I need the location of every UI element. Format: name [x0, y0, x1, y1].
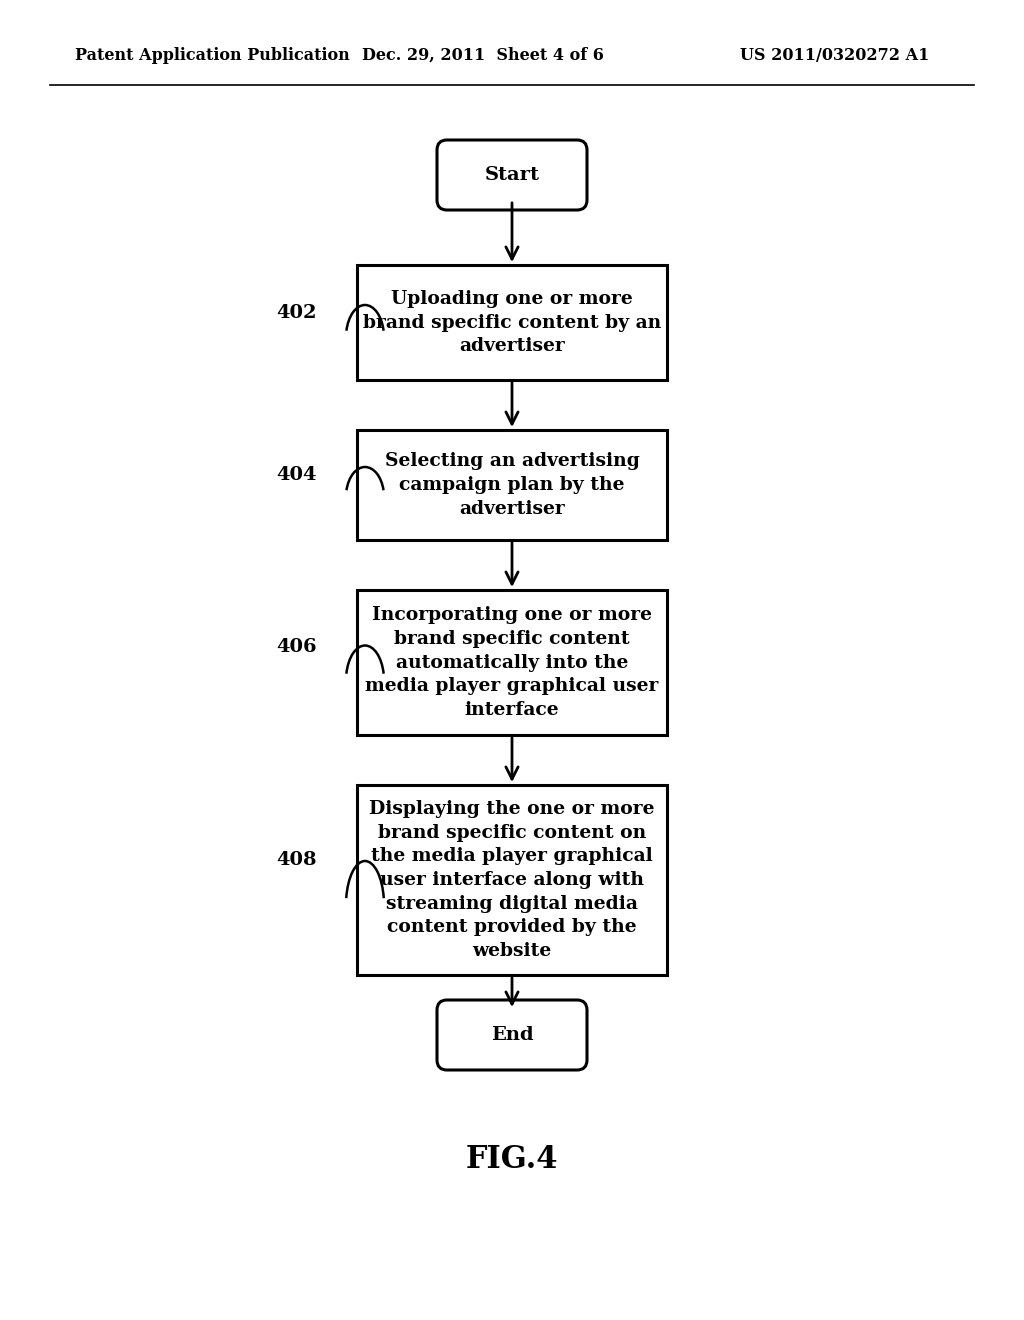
Bar: [357, 430, 667, 540]
Text: Uploading one or more
brand specific content by an
advertiser: Uploading one or more brand specific con…: [362, 290, 662, 355]
Text: Patent Application Publication: Patent Application Publication: [75, 46, 350, 63]
Text: 402: 402: [276, 304, 317, 322]
Text: Start: Start: [484, 166, 540, 183]
Text: Displaying the one or more
brand specific content on
the media player graphical
: Displaying the one or more brand specifi…: [370, 800, 654, 960]
Text: Dec. 29, 2011  Sheet 4 of 6: Dec. 29, 2011 Sheet 4 of 6: [362, 46, 604, 63]
Bar: [357, 785, 667, 975]
Text: US 2011/0320272 A1: US 2011/0320272 A1: [740, 46, 930, 63]
Text: 406: 406: [276, 639, 317, 656]
Text: 404: 404: [276, 466, 317, 484]
FancyBboxPatch shape: [437, 140, 587, 210]
Text: Selecting an advertising
campaign plan by the
advertiser: Selecting an advertising campaign plan b…: [385, 453, 639, 517]
Bar: [357, 265, 667, 380]
Text: 408: 408: [276, 851, 317, 869]
Text: FIG.4: FIG.4: [466, 1144, 558, 1176]
Text: Incorporating one or more
brand specific content
automatically into the
media pl: Incorporating one or more brand specific…: [366, 606, 658, 718]
Bar: [357, 590, 667, 735]
FancyBboxPatch shape: [437, 1001, 587, 1071]
Text: End: End: [490, 1026, 534, 1044]
